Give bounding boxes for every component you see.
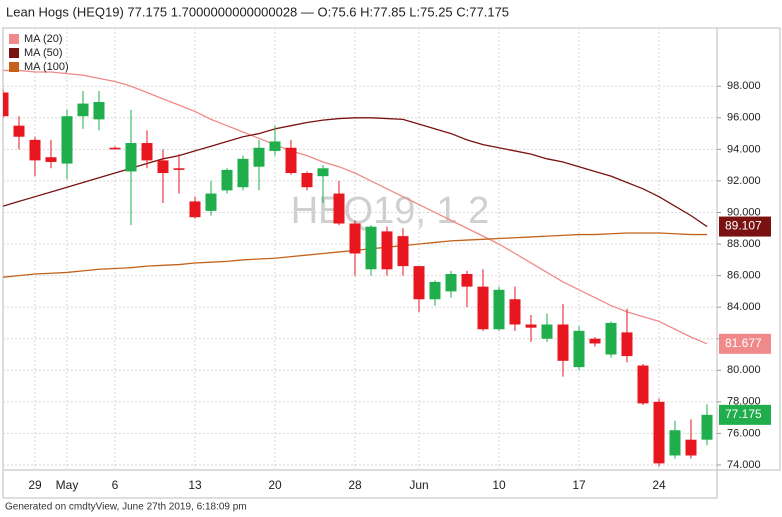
candle-body [493, 289, 505, 330]
footer: Generated on cmdtyView, June 27th 2019, … [5, 502, 247, 513]
candle-body [429, 281, 441, 300]
y-tick-label: 90.000 [727, 206, 761, 218]
legend-swatch [9, 62, 19, 72]
x-tick-label: 28 [348, 478, 362, 492]
candle-body [349, 223, 361, 254]
candle-body [525, 324, 537, 328]
y-tick-label: 92.000 [727, 175, 761, 187]
candle-body [669, 430, 681, 456]
last-value-label: 81.677 [725, 336, 762, 350]
candle-body [621, 332, 633, 357]
x-axis-strip [2, 469, 718, 499]
ma-line [3, 69, 708, 345]
candle-body [285, 147, 297, 174]
candle-body [477, 286, 489, 330]
x-tick-label: Jun [409, 478, 428, 492]
chart-title: Lean Hogs (HEQ19) 77.175 1.7000000000000… [6, 4, 509, 19]
candle-body [157, 160, 169, 174]
last-value-label: 89.107 [725, 219, 762, 233]
candle-body [3, 92, 9, 117]
candle-body [93, 102, 105, 120]
legend-swatch [9, 48, 19, 58]
candle-body [301, 173, 313, 188]
candle-body [461, 274, 473, 287]
candle-body [77, 103, 89, 117]
y-axis-strip [716, 27, 781, 471]
candle-body [333, 193, 345, 224]
y-tick-label: 84.000 [727, 301, 761, 313]
candle-body [221, 169, 233, 191]
candle-body [573, 330, 585, 368]
candle-body [189, 201, 201, 218]
candle-body [445, 274, 457, 292]
x-tick-label: 24 [652, 478, 666, 492]
last-value-box [719, 404, 771, 425]
candle-body [109, 147, 121, 150]
x-tick-label: 20 [268, 478, 282, 492]
x-tick-label: 6 [112, 478, 119, 492]
candle-body [269, 141, 281, 151]
candle-body [509, 299, 521, 325]
candle-body [141, 143, 153, 161]
candle-body [413, 266, 425, 300]
x-tick-label: 13 [188, 478, 202, 492]
y-tick-label: 86.000 [727, 269, 761, 281]
last-value-box [719, 216, 771, 237]
candle-body [61, 116, 73, 164]
x-tick-label: May [56, 478, 79, 492]
candle-body [317, 168, 329, 177]
last-value-box [719, 333, 771, 354]
y-tick-label: 74.000 [727, 459, 761, 471]
x-tick-label: 29 [28, 478, 42, 492]
y-tick-label: 88.000 [727, 238, 761, 250]
legend-swatch [9, 34, 19, 44]
candle-body [653, 401, 665, 464]
plot-layer [3, 69, 713, 467]
candle-body [685, 439, 697, 456]
candle-body [397, 236, 409, 267]
watermark: HEQ19, 1 2 [291, 190, 490, 232]
candle-body [637, 365, 649, 404]
legend-label: MA (100) [24, 61, 69, 73]
y-tick-label: 94.000 [727, 143, 761, 155]
y-tick-label: 78.000 [727, 396, 761, 408]
x-tick-label: 17 [572, 478, 586, 492]
candle-body [237, 158, 249, 188]
candle-body [701, 414, 713, 440]
legend-label: MA (50) [24, 47, 63, 59]
candle-body [557, 324, 569, 361]
candle-body [13, 125, 25, 137]
legend-label: MA (20) [24, 33, 63, 45]
candle-body [605, 322, 617, 355]
candle-body [45, 157, 57, 162]
candle-body [365, 226, 377, 270]
last-value-label: 77.175 [725, 407, 762, 421]
candle-body [205, 193, 217, 211]
candle-body [29, 139, 41, 161]
candle-body [173, 168, 185, 170]
ma-line [3, 117, 708, 228]
candle-body [125, 143, 137, 172]
y-tick-label: 98.000 [727, 80, 761, 92]
y-tick-label: 76.000 [727, 427, 761, 439]
x-tick-label: 10 [492, 478, 506, 492]
candle-body [381, 231, 393, 270]
y-tick-label: 96.000 [727, 112, 761, 124]
candle-body [253, 147, 265, 167]
y-tick-label: 80.000 [727, 364, 761, 376]
candle-body [589, 338, 601, 344]
candle-body [541, 324, 553, 339]
